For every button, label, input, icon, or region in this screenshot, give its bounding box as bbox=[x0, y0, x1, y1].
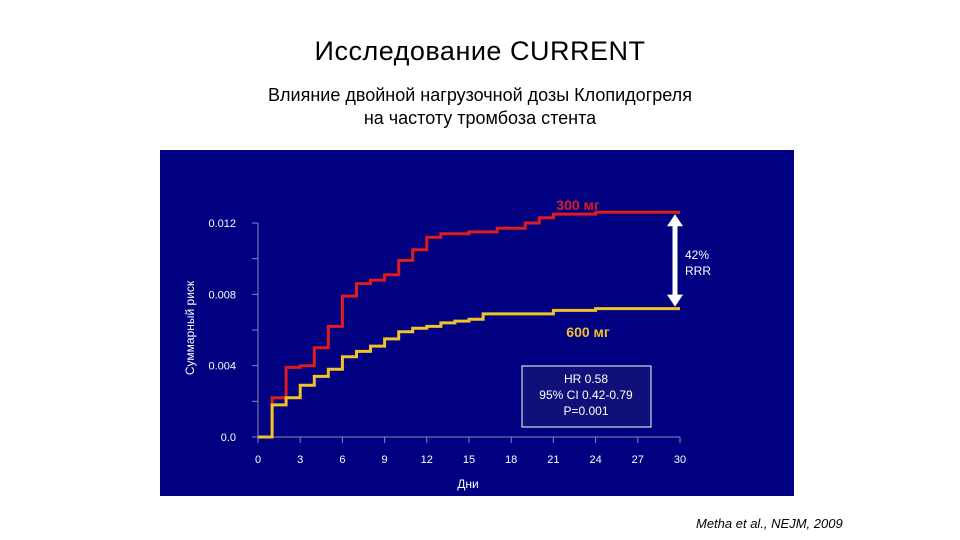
y-axis-label: Суммарный риск bbox=[183, 280, 197, 375]
rrr-arrow-head-down bbox=[667, 294, 683, 307]
chart-panel: 0 3 6 9 12 15 18 21 24 27 30 0.0 0.004 0.008 0.012 Сум… bbox=[160, 150, 794, 496]
y-tick-label: 0.008 bbox=[208, 289, 236, 301]
x-tick-label: 27 bbox=[632, 454, 644, 466]
subtitle-line-1: Влияние двойной нагрузочной дозы Клопидо… bbox=[268, 85, 692, 105]
x-tick-label: 15 bbox=[463, 454, 475, 466]
y-tick-label: 0.004 bbox=[208, 361, 236, 373]
stats-p: P=0.001 bbox=[563, 404, 608, 418]
slide-subtitle: Влияние двойной нагрузочной дозы Клопидо… bbox=[0, 84, 960, 130]
series-label-300: 300 мг bbox=[556, 197, 600, 213]
rrr-label-line-1: 42% bbox=[685, 248, 709, 262]
series-line-300 bbox=[258, 210, 680, 439]
x-tick-label: 6 bbox=[339, 454, 345, 466]
citation: Metha et al., NEJM, 2009 bbox=[696, 516, 843, 531]
series-line-600 bbox=[258, 307, 680, 439]
y-tick-label: 0.0 bbox=[221, 432, 236, 444]
x-tick-label: 12 bbox=[421, 454, 433, 466]
rrr-label-line-2: RRR bbox=[685, 264, 711, 278]
x-tick-label: 24 bbox=[589, 454, 601, 466]
x-axis-label: Дни bbox=[457, 477, 478, 491]
x-tick-label: 30 bbox=[674, 454, 686, 466]
survival-chart: 0 3 6 9 12 15 18 21 24 27 30 0.0 0.004 0.008 0.012 Сум… bbox=[183, 197, 711, 491]
x-tick-label: 21 bbox=[547, 454, 559, 466]
series-label-600: 600 мг bbox=[566, 324, 610, 340]
stats-ci: 95% CI 0.42-0.79 bbox=[539, 388, 633, 402]
x-tick-label: 18 bbox=[505, 454, 517, 466]
stats-hr: HR 0.58 bbox=[564, 372, 608, 386]
x-tick-label: 0 bbox=[255, 454, 261, 466]
y-tick-label: 0.012 bbox=[208, 218, 236, 230]
rrr-arrow-head-up bbox=[667, 214, 683, 227]
stats-box bbox=[521, 365, 652, 428]
x-tick-label: 3 bbox=[297, 454, 303, 466]
slide-title: Исследование CURRENT bbox=[314, 36, 646, 66]
subtitle-line-2: на частоту тромбоза стента bbox=[363, 108, 597, 128]
x-tick-label: 9 bbox=[382, 454, 388, 466]
